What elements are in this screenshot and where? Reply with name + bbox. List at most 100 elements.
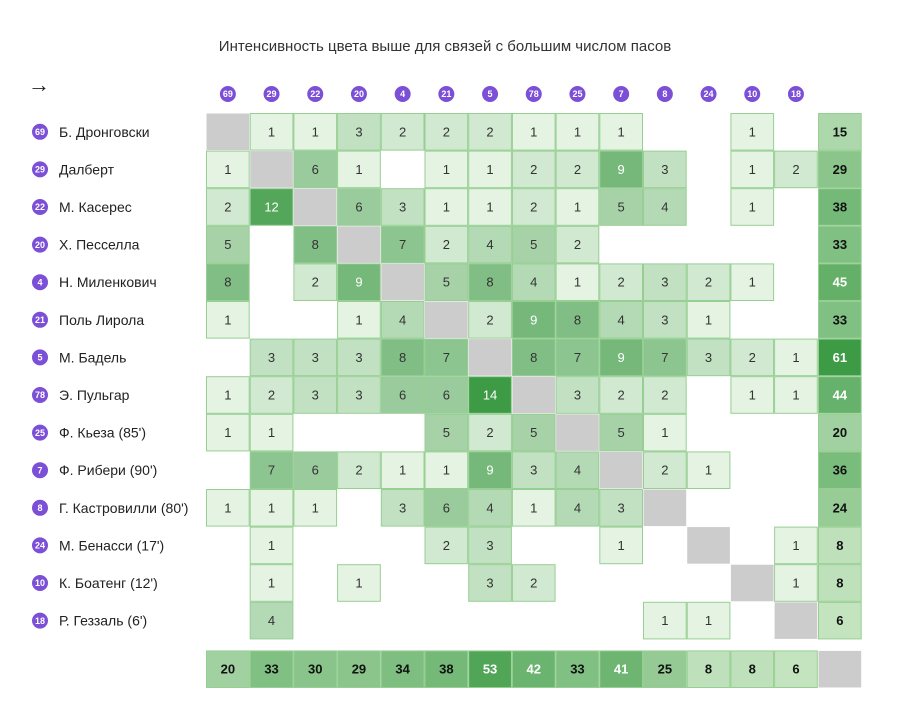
matrix-cell-value: 1 [443,200,450,215]
matrix-cell-value: 2 [530,576,537,591]
row-badge [32,387,48,403]
row-total-value: 6 [836,613,843,628]
matrix-cell [380,489,425,527]
diagonal-cell [293,188,337,226]
column-total-cell [599,650,643,689]
row-badge-number: 78 [35,390,45,400]
column-badge-number: 21 [441,89,451,99]
row-badge [32,123,48,140]
matrix-cell-value: 4 [399,312,406,327]
matrix-cell [424,150,469,189]
column-badge [744,86,761,102]
matrix-cell-value: 1 [530,500,537,515]
column-badge-number: 10 [747,89,757,99]
matrix-cell-value: 1 [312,124,319,139]
diagonal-cell [381,263,424,301]
matrix-cell-value: 1 [618,124,625,139]
row-total-value: 29 [833,162,847,177]
diagonal-cell [599,451,643,489]
column-total-cell [380,650,425,689]
column-badge-number: 5 [488,89,493,99]
diagonal-cell [337,226,381,263]
diagonal-cell [774,602,818,639]
matrix-cell [206,489,250,527]
row-badge [32,349,48,366]
matrix-cell [424,225,469,264]
diagonal-cell [468,339,512,376]
matrix-cell [555,263,600,301]
column-total-value: 34 [395,662,410,677]
matrix-cell-value: 1 [355,312,362,327]
chart-title: Интенсивность цвета выше для связей с бо… [218,38,672,55]
matrix-cell-value: 3 [355,388,362,403]
column-badge [787,86,804,102]
matrix-cell-value: 1 [268,500,275,515]
matrix-cell [511,188,556,226]
row-badge-number: 7 [37,465,42,475]
matrix-cell [774,526,818,565]
row-badge-number: 69 [35,127,45,137]
row-total-cell [818,451,862,489]
matrix-cell-value: 1 [486,200,493,215]
matrix-cell [424,263,469,301]
matrix-cell-value: 1 [224,388,231,403]
column-total-value: 25 [658,662,672,677]
matrix-cell-value: 1 [224,500,231,515]
matrix-cell [249,113,294,151]
direction-arrow-icon: → [28,72,50,97]
matrix-cell [293,338,338,377]
matrix-cell-value: 9 [618,350,625,365]
matrix-cell-value: 2 [443,124,450,139]
column-total-cell [337,650,381,689]
row-badge [32,424,48,441]
column-badge-number: 4 [400,89,405,99]
column-badge [525,86,542,102]
matrix-cell [599,113,643,151]
matrix-cell [643,376,687,414]
matrix-cell-value: 1 [355,162,362,177]
matrix-cell [555,451,600,489]
matrix-cell-value: 1 [268,576,275,591]
matrix-cell [643,451,687,489]
matrix-cell-value: 2 [530,200,537,215]
matrix-cell-value: 7 [443,350,450,365]
matrix-cell-value: 4 [618,312,625,327]
matrix-cell-value: 1 [705,312,712,327]
matrix-cell [293,451,338,489]
matrix-cell [643,150,687,189]
matrix-cell [555,376,600,414]
matrix-cell [293,263,338,301]
corner-cell [818,650,862,688]
matrix-cell-value: 1 [224,312,231,327]
matrix-cell [424,338,469,377]
matrix-cell-value: 2 [355,463,362,478]
row-total-cell [818,564,862,602]
matrix-cell-value: 3 [486,576,493,591]
matrix-cell-value: 1 [705,463,712,478]
matrix-cell [293,225,338,264]
row-total-cell [818,150,862,189]
matrix-cell-value: 1 [443,463,450,478]
matrix-cell-value: 1 [792,388,799,403]
matrix-cell-value: 2 [618,388,625,403]
matrix-cell [599,263,643,301]
matrix-cell [730,113,775,151]
row-total-cell [818,376,862,414]
matrix-cell [468,113,512,151]
diagonal-cell [687,527,730,564]
matrix-cell [468,263,512,301]
matrix-cell-value: 5 [443,425,450,440]
matrix-cell-value: 1 [618,538,625,553]
row-badge [32,612,48,629]
matrix-cell-value: 5 [530,425,537,440]
matrix-cell-value: 2 [224,200,231,215]
matrix-cell [424,113,469,151]
matrix-cell-value: 9 [355,275,362,290]
matrix-cell-value: 1 [661,425,668,440]
matrix-cell-value: 2 [443,538,450,553]
matrix-cell [380,301,425,339]
column-total-value: 8 [705,662,712,677]
matrix-cell [555,188,600,226]
diagonal-cell [730,564,774,602]
matrix-cell-value: 2 [574,237,581,252]
